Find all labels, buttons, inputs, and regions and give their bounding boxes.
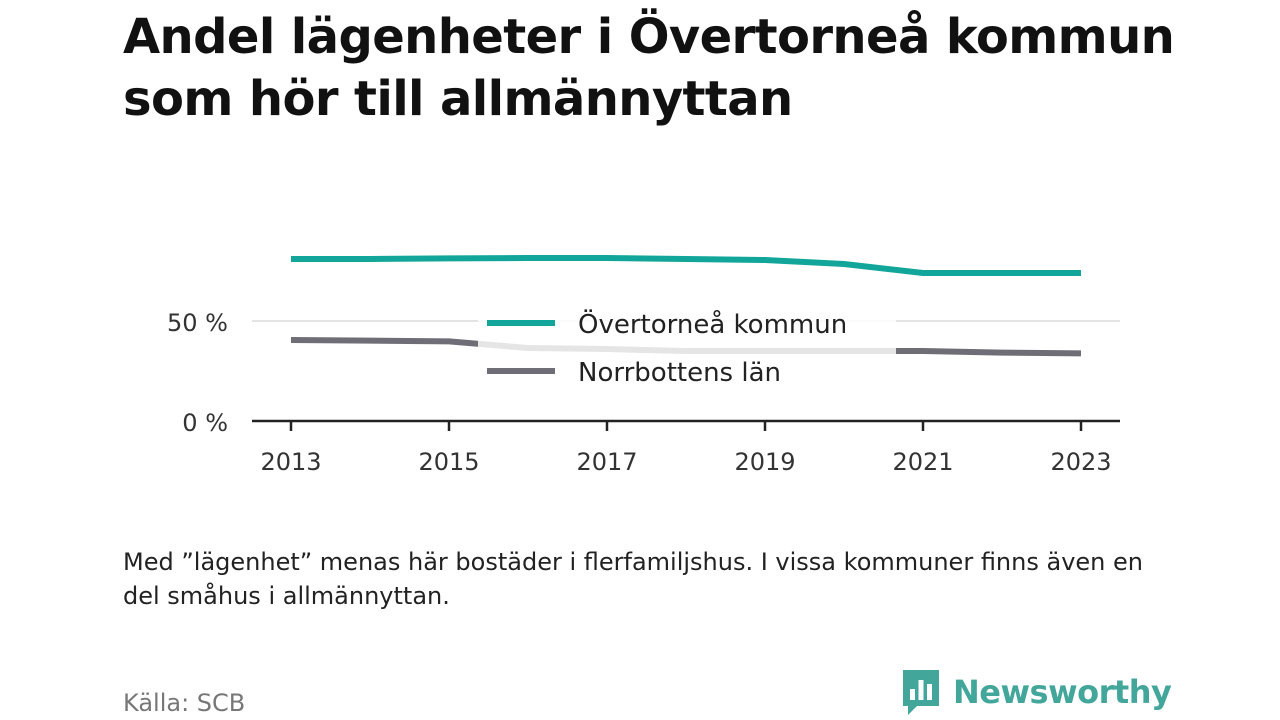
x-tick-label-2021: 2021: [892, 448, 953, 476]
x-tick-label-2013: 2013: [260, 448, 321, 476]
x-tick-label-2023: 2023: [1050, 448, 1111, 476]
legend-label-2: Norrbottens län: [578, 358, 781, 388]
brand-name: Newsworthy: [953, 673, 1172, 711]
line-chart: Övertorneå kommun Norrbottens län 0 % 50 % 2…: [167, 255, 1120, 476]
series-line-1: [291, 255, 1081, 276]
x-tick-label-2015: 2015: [418, 448, 479, 476]
chart-title: Andel lägenheter i Övertorneå kommun som…: [123, 9, 1175, 127]
bar-chart-speech-bubble-icon: [903, 670, 939, 715]
x-tick-label-2017: 2017: [576, 448, 637, 476]
chart-note: Med ”lägenhet” menas här bostäder i fler…: [123, 548, 1143, 610]
y-tick-label-0: 0 %: [182, 409, 228, 437]
legend-label-1: Övertorneå kommun: [578, 308, 847, 340]
legend-box: [478, 288, 896, 398]
x-tick-label-2019: 2019: [734, 448, 795, 476]
source-credit: Källa: SCB: [123, 689, 246, 717]
y-tick-label-50: 50 %: [167, 309, 228, 337]
brand-logo-lockup[interactable]: Newsworthy: [901, 668, 1172, 716]
